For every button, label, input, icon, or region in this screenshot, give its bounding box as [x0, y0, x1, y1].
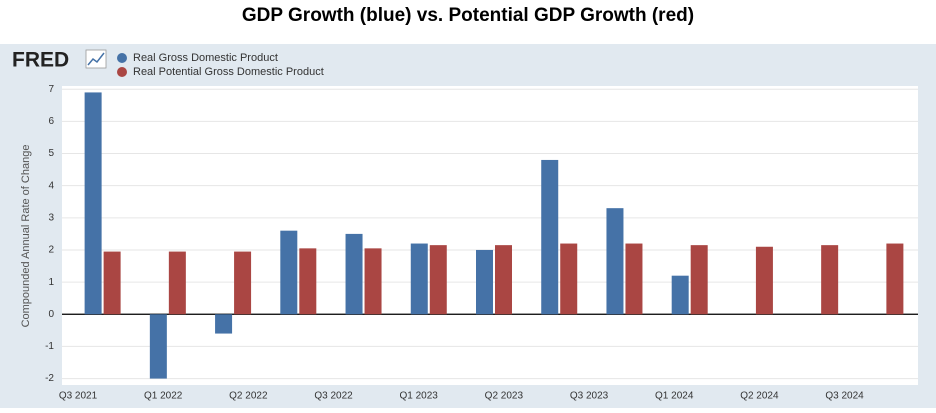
bar: [476, 249, 493, 315]
bar: [429, 245, 447, 315]
bar: [149, 314, 167, 379]
legend-marker: [117, 53, 127, 63]
y-axis-label: Compounded Annual Rate of Change: [20, 145, 32, 328]
x-tick-label: Q2 2024: [740, 391, 779, 402]
bar: [84, 92, 102, 315]
bar: [671, 275, 689, 315]
bar: [625, 243, 643, 315]
bar: [234, 251, 252, 315]
logo-icon: [85, 49, 107, 69]
bar: [410, 243, 428, 315]
bar: [103, 251, 121, 315]
bar: [280, 230, 298, 315]
y-tick-label: -2: [45, 373, 54, 384]
bar: [755, 246, 773, 315]
bar: [560, 243, 578, 315]
bar: [541, 159, 559, 315]
x-tick-label: Q1 2022: [144, 391, 183, 402]
bar: [821, 245, 839, 315]
bar: [215, 314, 233, 334]
y-tick-label: 3: [48, 212, 54, 223]
bar: [606, 208, 624, 315]
bar: [886, 243, 904, 315]
bar: [364, 248, 382, 315]
y-tick-label: 4: [48, 180, 54, 191]
bar: [345, 233, 363, 315]
y-tick-label: 5: [48, 148, 54, 159]
x-tick-label: Q3 2023: [570, 391, 609, 402]
x-tick-label: Q3 2021: [59, 391, 98, 402]
chart-title: GDP Growth (blue) vs. Potential GDP Grow…: [242, 5, 694, 26]
x-tick-label: Q3 2022: [314, 391, 353, 402]
y-tick-label: 1: [48, 277, 54, 288]
x-tick-label: Q2 2022: [229, 391, 268, 402]
plot-area: [62, 86, 918, 385]
bar: [168, 251, 186, 315]
x-tick-label: Q1 2023: [400, 391, 439, 402]
legend-label: Real Potential Gross Domestic Product: [133, 66, 324, 78]
y-tick-label: -1: [45, 341, 54, 352]
x-tick-label: Q1 2024: [655, 391, 694, 402]
y-tick-label: 7: [48, 84, 54, 95]
y-tick-label: 6: [48, 116, 54, 127]
bar: [299, 248, 317, 315]
legend-marker: [117, 67, 127, 77]
y-tick-label: 0: [48, 309, 54, 320]
y-tick-label: 2: [48, 245, 54, 256]
logo: FRED: [12, 49, 69, 72]
bar: [495, 245, 512, 315]
x-tick-label: Q3 2024: [825, 391, 864, 402]
x-tick-label: Q2 2023: [485, 391, 524, 402]
bar: [690, 245, 708, 315]
legend-label: Real Gross Domestic Product: [133, 52, 278, 64]
